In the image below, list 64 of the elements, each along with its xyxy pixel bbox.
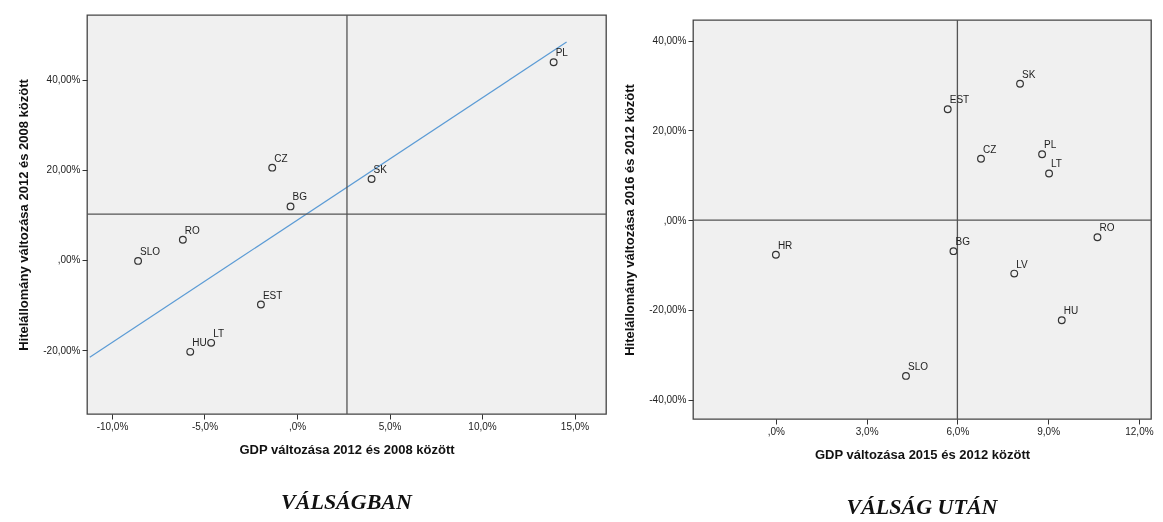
annotation: LT	[213, 327, 225, 339]
point	[134, 256, 143, 265]
point	[1093, 233, 1102, 242]
x-tick-label: 5,0%	[378, 420, 402, 432]
point	[1045, 169, 1054, 178]
annotation: HU	[1063, 305, 1079, 317]
annotation: CZ	[982, 143, 997, 155]
annotation: RO	[1099, 222, 1115, 234]
x-axis-title: GDP változása 2015 és 2012 között	[814, 446, 1031, 462]
point	[268, 163, 277, 172]
y-tick-label: 20,00%	[652, 124, 687, 136]
annotation: HU	[192, 336, 207, 348]
x-tick-label: 12,0%	[1125, 425, 1154, 437]
x-tick-label: 15,0%	[560, 420, 590, 432]
point	[256, 300, 265, 309]
x-axis-title: GDP változása 2012 és 2008 között	[239, 441, 456, 457]
y-tick-label: 40,00%	[652, 35, 687, 47]
annotation: LV	[1016, 258, 1029, 270]
annotation: LT	[1051, 158, 1062, 170]
annotation: SLO	[907, 360, 929, 372]
point	[902, 371, 910, 380]
annotation: EST	[262, 289, 283, 301]
x-tick-label: 6,0%	[946, 425, 970, 437]
annotation: SK	[1022, 68, 1036, 80]
y-tick-label: -40,00%	[649, 394, 687, 406]
y-axis-title: Hitelállomány változása 2016 és 2012 között	[622, 83, 638, 356]
annotation: HR	[777, 239, 793, 251]
x-tick-label: ,0%	[767, 425, 786, 437]
point	[367, 174, 376, 183]
text: VÁLSÁGBAN	[281, 489, 414, 514]
point	[949, 247, 958, 256]
point	[1038, 150, 1047, 159]
point	[943, 105, 952, 114]
point	[771, 250, 780, 259]
point	[549, 58, 558, 67]
annotation: PL	[1044, 139, 1057, 151]
annotation: CZ	[274, 152, 288, 164]
point	[186, 347, 195, 356]
point	[178, 235, 187, 244]
point	[1010, 269, 1019, 278]
text: VÁLSÁG UTÁN	[846, 494, 999, 519]
y-tick-label: -20,00%	[649, 304, 687, 316]
x-tick-label: -5,0%	[191, 420, 219, 432]
y-axis-title: Hitelállomány változása 2012 és 2008 között	[16, 78, 32, 351]
annotation: BG	[292, 191, 308, 203]
x-tick-label: 10,0%	[468, 420, 497, 432]
annotation: RO	[184, 224, 201, 236]
x-tick-label: -10,0%	[96, 420, 129, 432]
y-tick-label: ,00%	[663, 214, 687, 226]
annotation: PL	[555, 47, 569, 59]
point	[1016, 79, 1024, 88]
y-tick-label: -20,00%	[43, 344, 81, 356]
x-tick-label: ,0%	[288, 420, 307, 432]
x-tick-label: 3,0%	[855, 425, 879, 437]
point	[1057, 316, 1066, 325]
y-tick-label: ,00%	[57, 254, 81, 266]
point	[207, 338, 216, 347]
point	[977, 154, 985, 163]
y-tick-label: 20,00%	[46, 164, 81, 176]
point	[286, 202, 295, 211]
y-tick-label: 40,00%	[46, 74, 81, 86]
annotation: SK	[373, 163, 388, 175]
x-tick-label: 9,0%	[1037, 425, 1061, 437]
annotation: SLO	[140, 245, 161, 257]
